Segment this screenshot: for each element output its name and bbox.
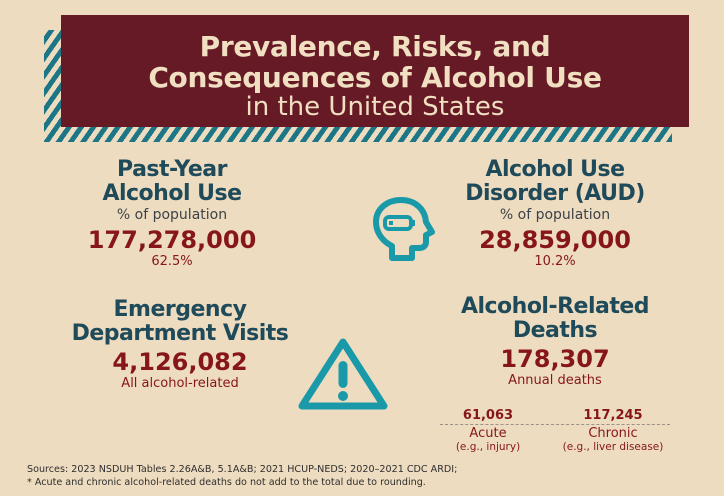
aud-heading-1: Alcohol Use: [485, 157, 625, 182]
aud-block: Alcohol Use Disorder (AUD) % of populati…: [440, 158, 670, 270]
aud-percent: 10.2%: [534, 254, 576, 269]
past-year-use-heading-2: Alcohol Use: [102, 181, 242, 206]
deaths-value: 178,307: [500, 345, 610, 373]
aud-heading-2: Disorder (AUD): [465, 181, 645, 206]
ed-visits-value: 4,126,082: [112, 348, 248, 376]
deaths-block: Alcohol-Related Deaths 178,307 Annual de…: [430, 295, 680, 389]
past-year-use-block: Past-Year Alcohol Use % of population 17…: [72, 158, 272, 270]
chronic-deaths-example: (e.g., liver disease): [562, 441, 664, 453]
ed-visits-heading-1: Emergency: [113, 297, 247, 322]
title-line-1: Prevalence, Risks, and: [199, 30, 551, 63]
past-year-use-heading-1: Past-Year: [117, 157, 227, 182]
title-line-2: Consequences of Alcohol Use: [148, 61, 602, 94]
deaths-heading-2: Deaths: [512, 318, 598, 343]
past-year-use-subtitle: % of population: [116, 207, 228, 223]
past-year-use-percent: 62.5%: [151, 254, 193, 269]
acute-deaths-value: 61,063: [462, 408, 514, 423]
aud-subtitle: % of population: [499, 207, 611, 223]
rounding-note: * Acute and chronic alcohol-related deat…: [27, 477, 426, 488]
chronic-deaths: 117,245 Chronic (e.g., liver disease): [556, 408, 670, 453]
deaths-detail: Annual deaths: [508, 373, 602, 388]
warning-triangle-icon: [296, 336, 390, 416]
sources-text: Sources: 2023 NSDUH Tables 2.26A&B, 5.1A…: [27, 464, 458, 475]
past-year-use-value: 177,278,000: [87, 226, 257, 254]
deaths-heading-1: Alcohol-Related: [460, 294, 650, 319]
chronic-deaths-value: 117,245: [583, 408, 643, 423]
acute-deaths-label: Acute: [469, 426, 507, 441]
footer-sources: Sources: 2023 NSDUH Tables 2.26A&B, 5.1A…: [27, 463, 457, 489]
title-banner: Prevalence, Risks, and Consequences of A…: [61, 15, 689, 127]
title-line-3: in the United States: [245, 92, 505, 122]
aud-value: 28,859,000: [479, 226, 631, 254]
acute-deaths-example: (e.g., injury): [455, 441, 521, 453]
ed-visits-detail: All alcohol-related: [121, 376, 239, 391]
breakdown-divider: [440, 424, 670, 425]
ed-visits-heading-2: Department Visits: [71, 321, 289, 346]
chronic-deaths-label: Chronic: [588, 426, 638, 441]
head-low-battery-icon: [370, 196, 436, 266]
acute-deaths: 61,063 Acute (e.g., injury): [438, 408, 538, 453]
ed-visits-block: Emergency Department Visits 4,126,082 Al…: [50, 298, 310, 392]
